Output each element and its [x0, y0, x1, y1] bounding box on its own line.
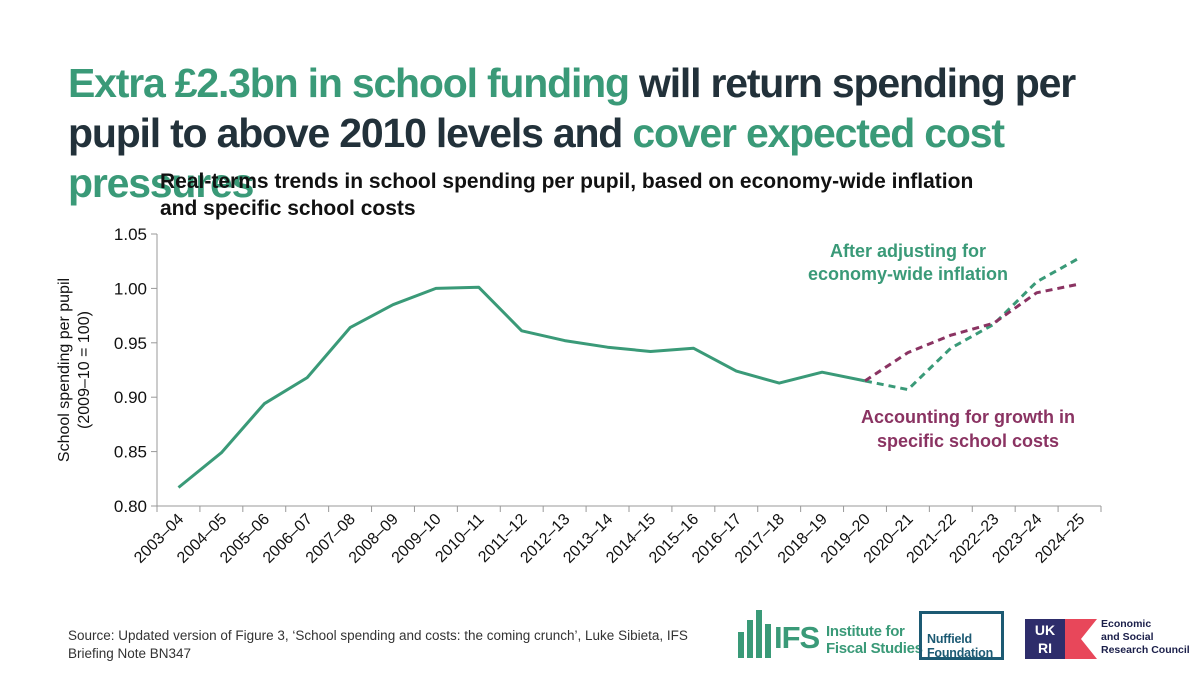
y-tick-label: 0.85 [114, 443, 147, 462]
chart-title: Real-terms trends in school spending per… [160, 170, 974, 220]
ukri-mark-text-bottom: RI [1038, 640, 1052, 656]
ifs-logo: IFS Institute for Fiscal Studies [736, 608, 923, 664]
series-line-0 [177, 285, 866, 489]
y-tick-label: 1.05 [114, 225, 147, 244]
headline-highlight-1: Extra £2.3bn in school funding [68, 60, 630, 106]
ifs-wordmark: IFS [774, 620, 820, 655]
ifs-bars-icon [738, 610, 771, 658]
ifs-name-line1: Institute for [826, 623, 905, 640]
y-tick-label: 0.80 [114, 497, 147, 516]
y-tick-label: 0.90 [114, 388, 147, 407]
annotation-costs-line2: specific school costs [877, 431, 1059, 451]
annotation-inflation-line1: After adjusting for [830, 241, 986, 261]
y-tick-label: 1.00 [114, 279, 147, 298]
headline: Extra £2.3bn in school funding will retu… [68, 58, 1168, 208]
ukri-name-line1: Economic [1101, 618, 1152, 630]
y-tick-label: 0.95 [114, 334, 147, 353]
series-line-1 [864, 256, 1081, 392]
ukri-mark-text-top: UK [1035, 622, 1055, 638]
y-axis-title-line2: (2009–10 = 100) [76, 311, 93, 429]
ukri-name-line2: and Social [1101, 631, 1154, 643]
annotation-inflation-line2: economy-wide inflation [808, 264, 1008, 284]
series-line-2 [864, 282, 1080, 383]
nuffield-name-line1: Nuffield [927, 632, 972, 646]
ukri-mark-icon: UK RI [1025, 619, 1097, 659]
y-axis-title-line1: School spending per pupil [56, 278, 73, 462]
headline-middle: will return spending per pupil to above … [68, 60, 1076, 156]
source-note: Source: Updated version of Figure 3, ‘Sc… [68, 628, 688, 661]
ukri-name: Economic and Social Research Council [1101, 618, 1190, 657]
nuffield-name: Nuffield Foundation [927, 632, 993, 660]
annotation-costs-line1: Accounting for growth in [861, 407, 1075, 427]
ukri-logo: UK RI Economic and Social Research Counc… [1025, 615, 1195, 663]
ukri-name-line3: Research Council [1101, 644, 1190, 656]
ifs-name-line2: Fiscal Studies [826, 640, 923, 657]
nuffield-logo: Nuffield Foundation [919, 611, 1004, 660]
headline-highlight-2: cover expected cost pressures [68, 110, 1005, 206]
ifs-name: Institute for Fiscal Studies [826, 623, 923, 657]
nuffield-name-line2: Foundation [927, 646, 994, 660]
